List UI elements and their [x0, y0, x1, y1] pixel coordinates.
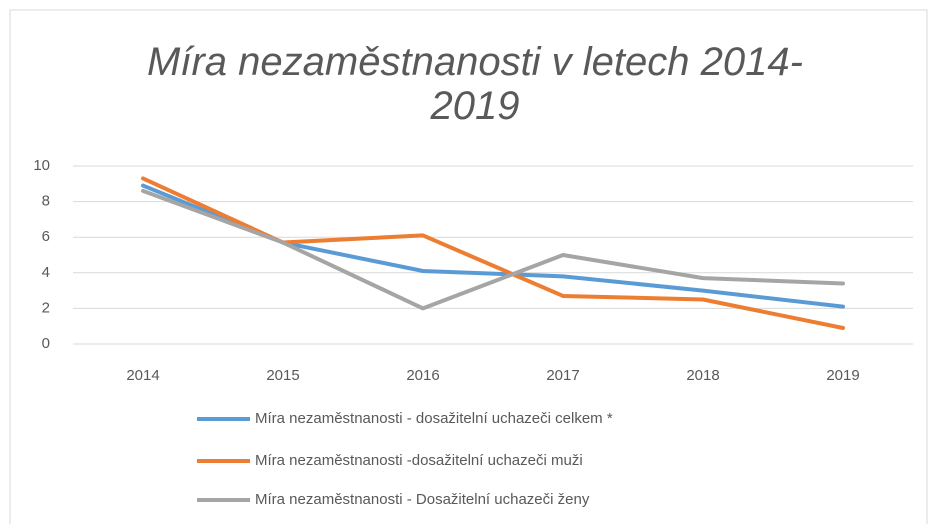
legend-label: Míra nezaměstnanosti - dosažitelní uchaz…: [255, 410, 613, 427]
series-line: [141, 183, 845, 309]
x-tick-label: 2015: [266, 367, 299, 384]
x-tick-label: 2014: [126, 367, 159, 384]
chart-title: Míra nezaměstnanosti v letech 2014-2019: [147, 40, 803, 128]
x-tick-label: 2017: [546, 367, 579, 384]
legend-label: Míra nezaměstnanosti - Dosažitelní uchaz…: [255, 491, 590, 508]
x-tick-label: 2018: [686, 367, 719, 384]
chart-frame: [9, 9, 928, 524]
series-line: [141, 176, 845, 330]
legend-label: Míra nezaměstnanosti -dosažitelní uchaze…: [255, 452, 583, 469]
x-tick-label: 2019: [826, 367, 859, 384]
y-tick-label: 10: [33, 157, 50, 174]
y-tick-label: 6: [42, 228, 50, 245]
x-tick-label: 2016: [406, 367, 439, 384]
series-line: [141, 188, 845, 311]
y-tick-label: 0: [42, 335, 50, 352]
y-tick-label: 4: [42, 264, 50, 281]
y-tick-label: 2: [42, 299, 50, 316]
y-tick-label: 8: [42, 193, 50, 210]
